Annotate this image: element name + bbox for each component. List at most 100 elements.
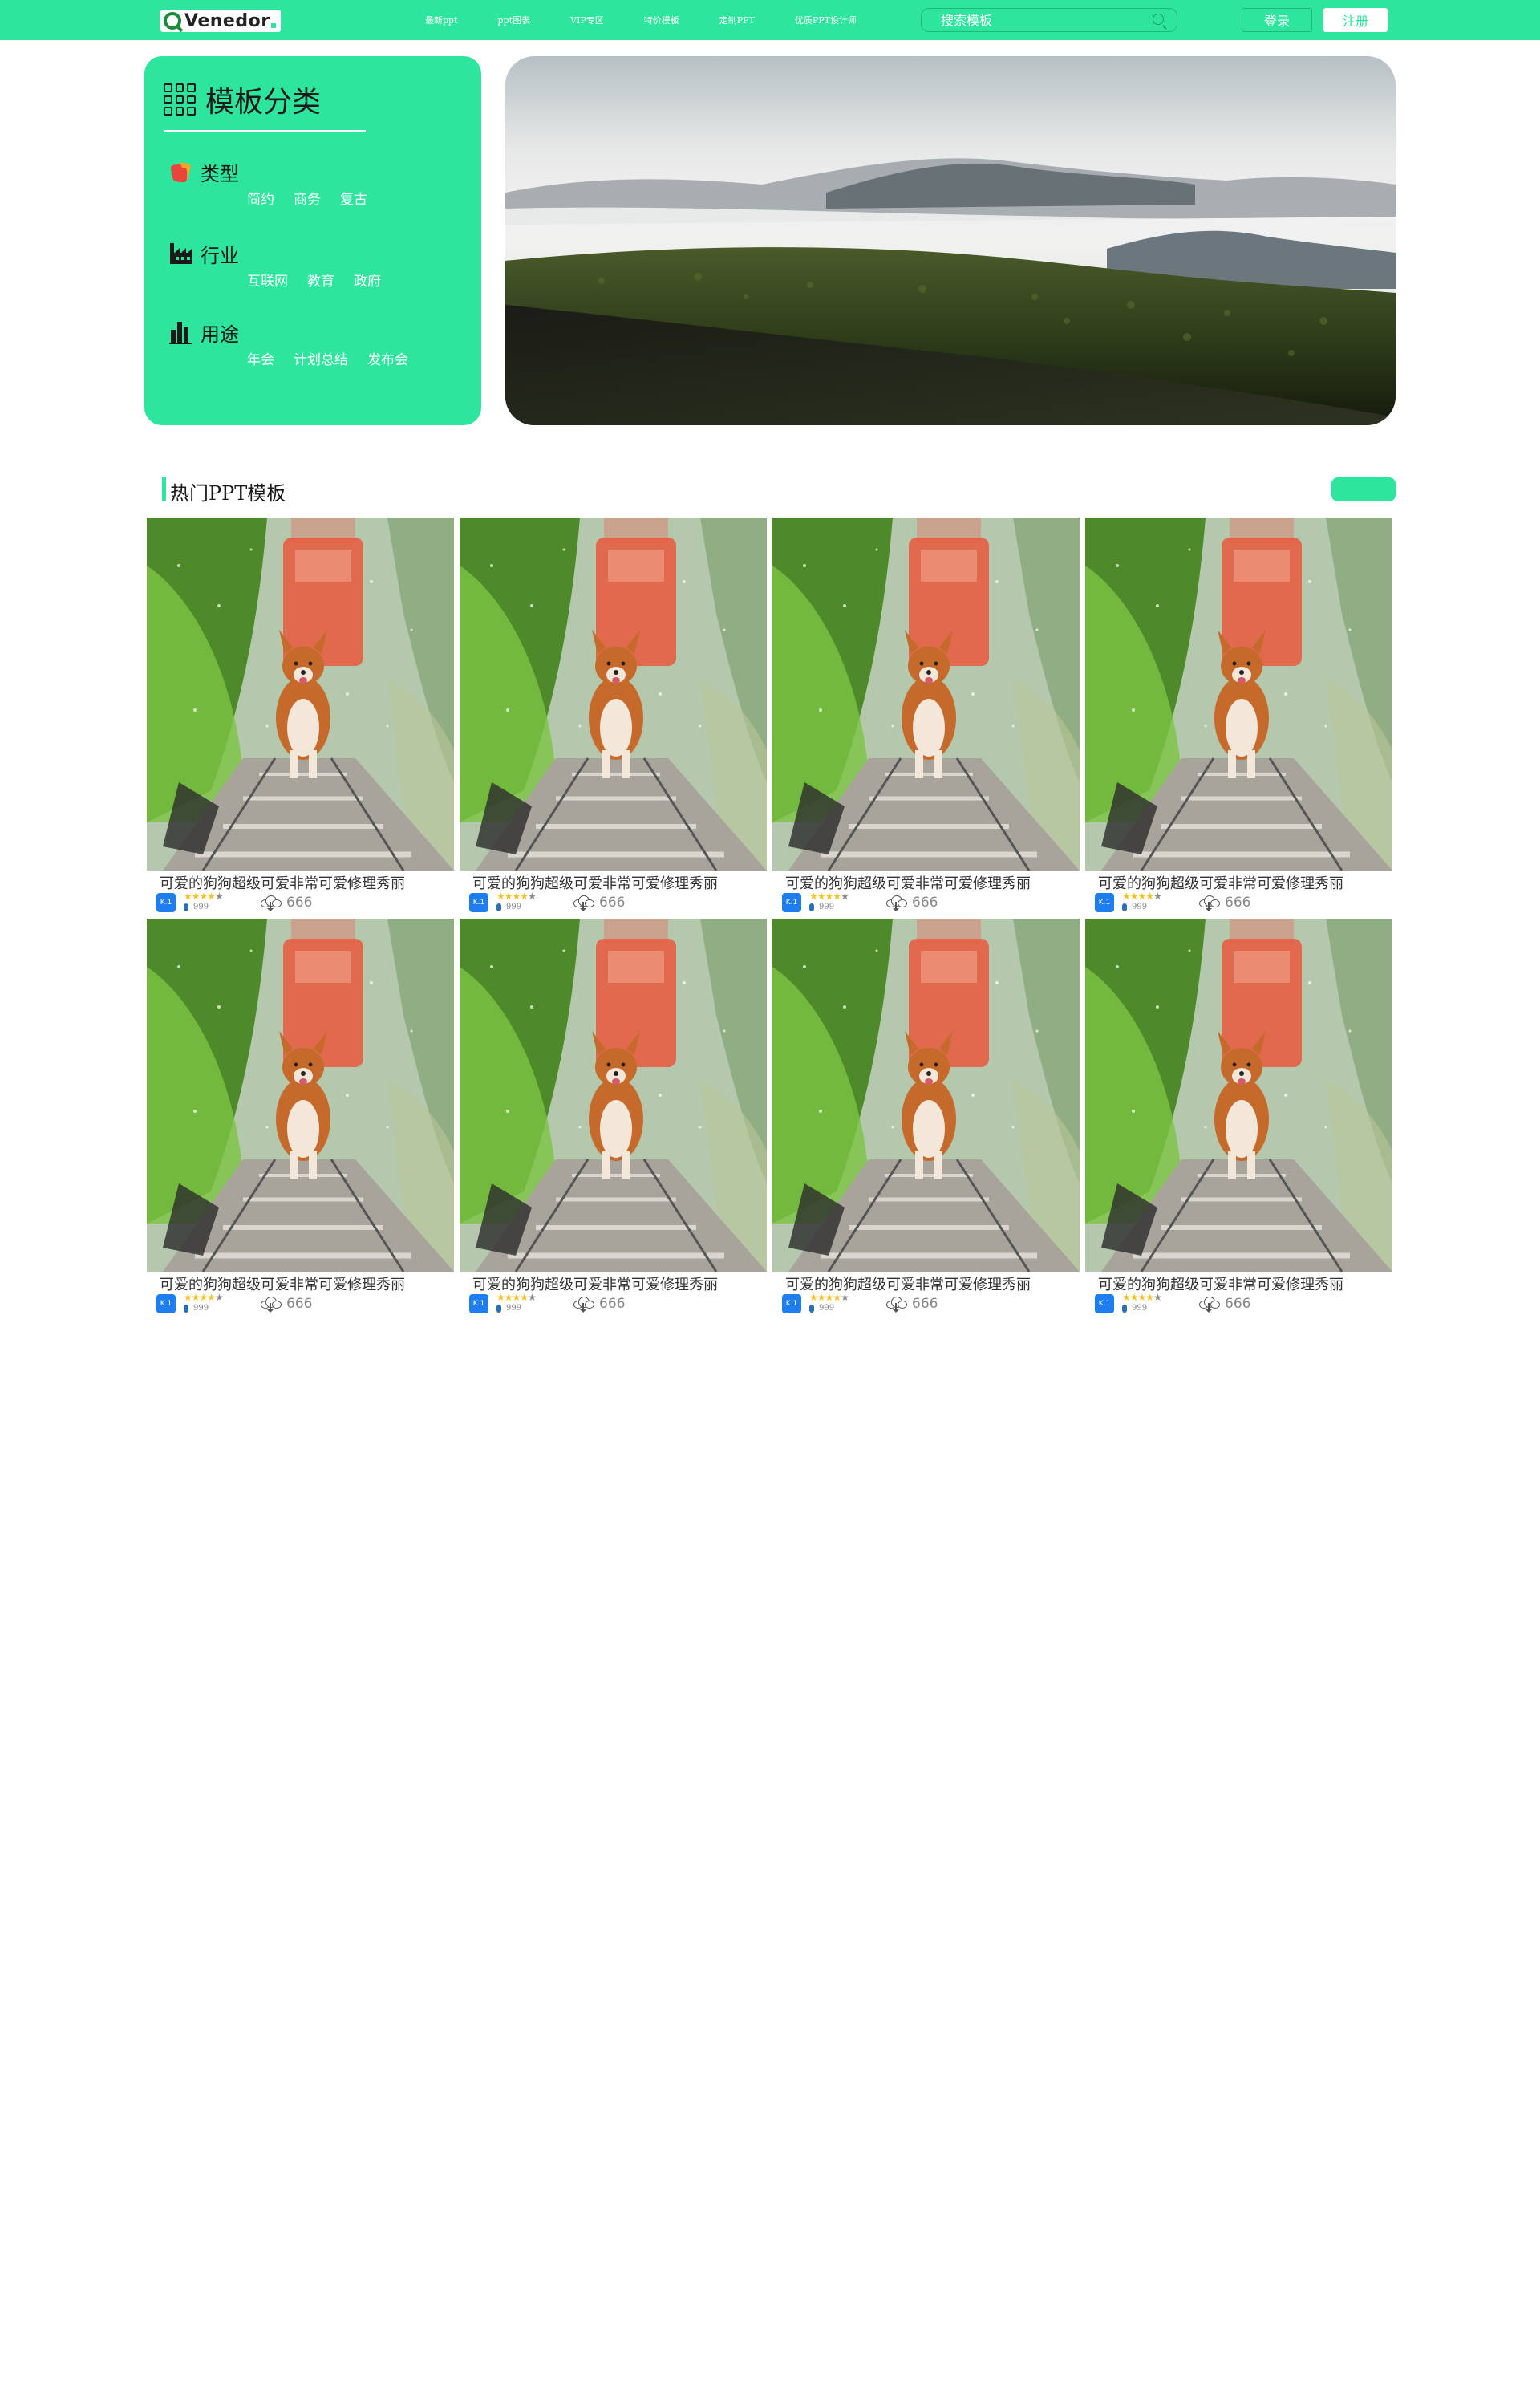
star-filled-icon: ★	[1145, 1292, 1154, 1303]
tag-business[interactable]: 商务	[294, 192, 321, 208]
tag-plan-summary[interactable]: 计划总结	[294, 352, 348, 368]
more-button[interactable]	[1331, 477, 1396, 501]
section-accent-bar	[162, 477, 166, 501]
tag-education[interactable]: 教育	[307, 274, 334, 290]
register-button[interactable]: 注册	[1323, 8, 1388, 32]
template-title[interactable]: 可爱的狗狗超级可爱非常可爱修理秀丽	[472, 875, 718, 892]
template-title[interactable]: 可爱的狗狗超级可爱非常可爱修理秀丽	[785, 1277, 1031, 1293]
template-meta: K.1 ★★★★★ 999 666	[469, 1293, 758, 1315]
cloud-download-icon	[886, 1297, 907, 1313]
download-count[interactable]: 666	[886, 895, 938, 911]
star-filled-icon: ★	[199, 1292, 209, 1303]
download-count[interactable]: 666	[1199, 1296, 1251, 1313]
download-count[interactable]: 666	[886, 1296, 938, 1313]
template-card[interactable]: 可爱的狗狗超级可爱非常可爱修理秀丽 K.1 ★★★★★ 999 666	[1085, 518, 1392, 919]
star-filled-icon: ★	[199, 891, 209, 902]
template-thumbnail[interactable]	[147, 518, 454, 871]
star-filled-icon: ★	[1129, 1292, 1139, 1303]
star-filled-icon: ★	[817, 1292, 826, 1303]
hero-banner[interactable]	[505, 56, 1396, 425]
nav-item-ppt-charts[interactable]: ppt图表	[497, 15, 531, 26]
template-title[interactable]: 可爱的狗狗超级可爱非常可爱修理秀丽	[785, 875, 1031, 892]
template-card[interactable]: 可爱的狗狗超级可爱非常可爱修理秀丽 K.1 ★★★★★ 999 666	[1085, 919, 1392, 1320]
tag-launch-event[interactable]: 发布会	[367, 352, 408, 368]
download-count[interactable]: 666	[261, 895, 312, 911]
download-count[interactable]: 666	[1199, 895, 1250, 911]
search-input[interactable]	[941, 12, 1141, 28]
star-filled-icon: ★	[1137, 891, 1147, 902]
tag-government[interactable]: 政府	[354, 274, 381, 290]
template-title[interactable]: 可爱的狗狗超级可爱非常可爱修理秀丽	[1098, 875, 1343, 892]
ppt-file-icon: K.1	[156, 1294, 176, 1313]
nav-item-custom-ppt[interactable]: 定制PPT	[719, 15, 755, 26]
star-filled-icon: ★	[1137, 1292, 1147, 1303]
nav-item-latest-ppt[interactable]: 最新ppt	[425, 15, 458, 26]
star-filled-icon: ★	[512, 1292, 521, 1303]
main-nav: 最新ppt ppt图表 VIP专区 特价模板 定制PPT 优质PPT设计师	[425, 0, 897, 40]
search-icon[interactable]	[1153, 14, 1164, 25]
template-thumbnail[interactable]	[772, 518, 1080, 871]
dog-on-tracks-image	[1085, 919, 1392, 1272]
download-count-value: 666	[1225, 1296, 1251, 1312]
tag-annual-meeting[interactable]: 年会	[247, 352, 274, 368]
template-thumbnail[interactable]	[460, 518, 767, 871]
view-icon	[184, 1304, 188, 1313]
template-thumbnail[interactable]	[772, 919, 1080, 1272]
template-card[interactable]: 可爱的狗狗超级可爱非常可爱修理秀丽 K.1 ★★★★★ 999 666	[147, 919, 454, 1320]
view-icon	[809, 903, 814, 911]
template-card[interactable]: 可爱的狗狗超级可爱非常可爱修理秀丽 K.1 ★★★★★ 999 666	[460, 518, 767, 919]
template-meta: K.1 ★★★★★ 999 666	[469, 891, 758, 914]
star-empty-icon: ★	[1153, 1292, 1162, 1303]
banner-landscape-image	[505, 56, 1396, 425]
template-thumbnail[interactable]	[147, 919, 454, 1272]
template-thumbnail[interactable]	[1085, 919, 1392, 1272]
tag-simple[interactable]: 简约	[247, 192, 274, 208]
view-count-value: 999	[1132, 1304, 1148, 1313]
view-count: 999	[809, 903, 834, 911]
template-title[interactable]: 可爱的狗狗超级可爱非常可爱修理秀丽	[1098, 1277, 1343, 1293]
tag-retro[interactable]: 复古	[340, 192, 367, 208]
template-grid: 可爱的狗狗超级可爱非常可爱修理秀丽 K.1 ★★★★★ 999 666	[147, 518, 1394, 1320]
download-count-value: 666	[912, 895, 938, 911]
view-count-value: 999	[1132, 903, 1148, 911]
template-title[interactable]: 可爱的狗狗超级可爱非常可爱修理秀丽	[472, 1277, 718, 1293]
clothes-icon	[168, 160, 192, 184]
nav-item-designers[interactable]: 优质PPT设计师	[794, 15, 857, 26]
rating-stars: ★★★★★	[1122, 891, 1162, 902]
nav-item-vip[interactable]: VIP专区	[570, 15, 604, 26]
star-empty-icon: ★	[841, 891, 849, 902]
download-count[interactable]: 666	[573, 895, 625, 911]
template-card[interactable]: 可爱的狗狗超级可爱非常可爱修理秀丽 K.1 ★★★★★ 999 666	[772, 518, 1080, 919]
category-title: 模板分类	[205, 86, 322, 119]
download-count[interactable]: 666	[261, 1296, 312, 1313]
template-title[interactable]: 可爱的狗狗超级可爱非常可爱修理秀丽	[160, 1277, 405, 1293]
template-card[interactable]: 可爱的狗狗超级可爱非常可爱修理秀丽 K.1 ★★★★★ 999 666	[460, 919, 767, 1320]
site-logo[interactable]: Venedor	[160, 10, 281, 32]
template-card[interactable]: 可爱的狗狗超级可爱非常可爱修理秀丽 K.1 ★★★★★ 999 666	[772, 919, 1080, 1320]
template-card[interactable]: 可爱的狗狗超级可爱非常可爱修理秀丽 K.1 ★★★★★ 999 666	[147, 518, 454, 919]
dog-on-tracks-image	[772, 518, 1080, 871]
template-meta: K.1 ★★★★★ 999 666	[1095, 891, 1384, 914]
search-box	[921, 8, 1177, 32]
ppt-file-icon: K.1	[1095, 893, 1114, 912]
template-title[interactable]: 可爱的狗狗超级可爱非常可爱修理秀丽	[160, 875, 405, 892]
star-filled-icon: ★	[207, 891, 216, 902]
rating-stars: ★★★★★	[184, 1292, 224, 1303]
star-filled-icon: ★	[1129, 891, 1139, 902]
template-thumbnail[interactable]	[460, 919, 767, 1272]
login-button[interactable]: 登录	[1242, 8, 1312, 32]
logo-text: Venedor	[184, 10, 270, 31]
template-thumbnail[interactable]	[1085, 518, 1392, 871]
view-count: 999	[496, 1304, 521, 1313]
cloud-download-icon	[1199, 1297, 1220, 1313]
logo-dot	[270, 23, 276, 28]
category-group-industry: 行业 互联网 教育 政府	[168, 241, 400, 290]
category-name-type: 类型	[201, 162, 239, 185]
download-count[interactable]: 666	[573, 1296, 625, 1313]
tag-internet[interactable]: 互联网	[247, 274, 288, 290]
rating-stars: ★★★★★	[809, 891, 849, 901]
star-filled-icon: ★	[1145, 891, 1154, 902]
cloud-download-icon	[886, 895, 907, 911]
view-count: 999	[1122, 1304, 1147, 1313]
nav-item-special-offer[interactable]: 特价模板	[643, 15, 679, 26]
